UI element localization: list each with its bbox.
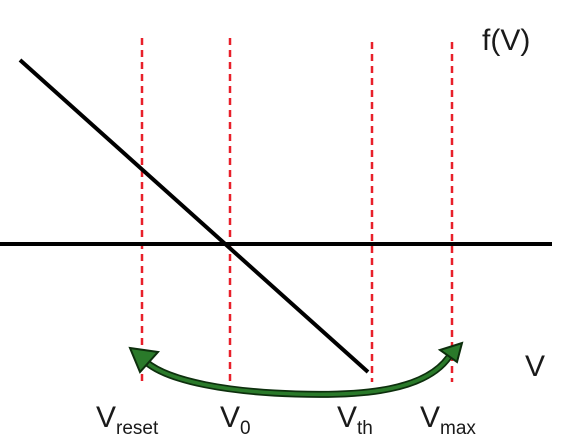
v0-label-sub: 0 (240, 418, 251, 439)
vth-label-sub: th (357, 418, 373, 439)
v0-label-main: V (220, 401, 241, 434)
v0-label: V0 (220, 401, 251, 439)
v-reset-label-main: V (96, 401, 117, 434)
vth-label: Vth (337, 401, 373, 439)
function-line (18, 58, 370, 374)
reset-arrow-path (142, 348, 456, 398)
reset-arrow-tail-cap (437, 341, 464, 364)
vmax-label: Vmax (420, 401, 476, 439)
function-label: f(V) (482, 24, 531, 57)
vmax-label-sub: max (440, 418, 476, 439)
v-reset-label: Vreset (96, 401, 159, 439)
v-reset-label-sub: reset (116, 418, 159, 439)
v-axis-label: V (525, 350, 546, 383)
vmax-label-main: V (420, 401, 441, 434)
reset-arrow-path-inner (144, 350, 454, 397)
vth-label-main: V (337, 401, 358, 434)
reset-arrow-head (128, 346, 160, 374)
